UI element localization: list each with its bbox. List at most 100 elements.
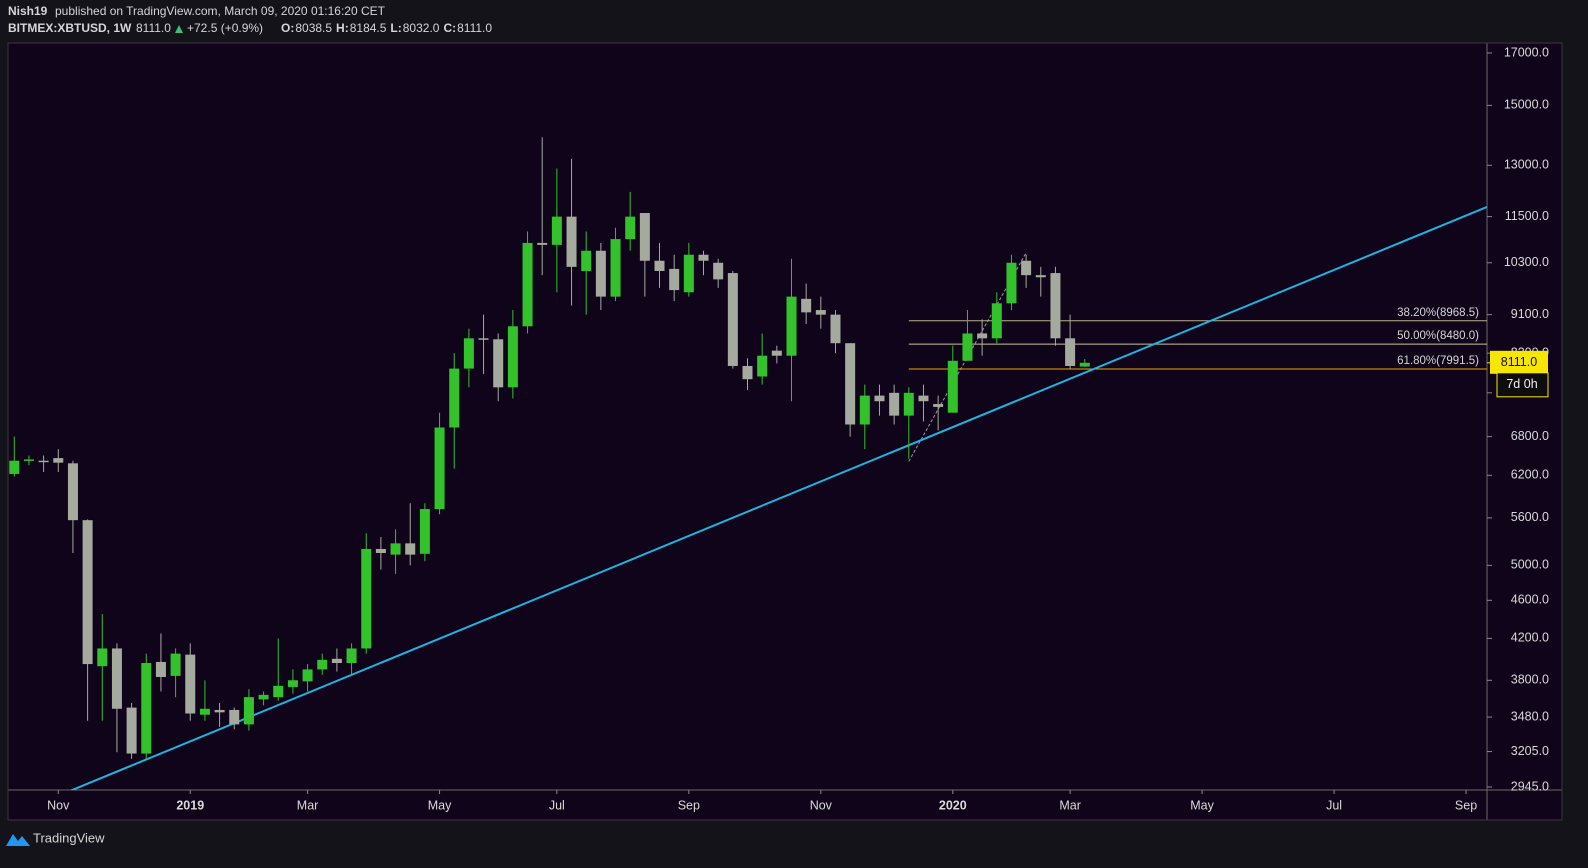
ohlc-value: 8184.5: [350, 21, 387, 35]
y-tick-label: 3205.0: [1511, 744, 1549, 758]
candle-body: [669, 268, 680, 291]
candle-body: [610, 239, 621, 297]
candle-body: [537, 242, 548, 245]
y-tick-label: 4600.0: [1511, 593, 1549, 607]
price-box: [1490, 350, 1548, 374]
axes: 2945.0 3205.0 3480.0 3800.0 4200.0 4600.0 5000…: [47, 45, 1549, 812]
ohlc-value: 8111.0: [457, 21, 492, 35]
x-tick-label: Nov: [47, 798, 70, 812]
candle-body: [727, 273, 738, 366]
ohlc-value: 8038.5: [295, 21, 332, 35]
candle-body: [1006, 262, 1017, 304]
ohlc-value: 8032.0: [403, 21, 440, 35]
publisher: Nish19: [8, 4, 48, 18]
plot-area: [8, 43, 1487, 790]
candle-body: [287, 680, 298, 687]
frame: [7, 42, 1563, 821]
candle-body: [595, 250, 606, 297]
candle-body: [1065, 338, 1076, 366]
candle-body: [390, 543, 401, 555]
candle-body: [449, 368, 460, 428]
symbol: BITMEX:XBTUSD, 1W: [8, 21, 132, 35]
candle-body: [273, 685, 284, 698]
ohlc-label: O:: [281, 21, 294, 35]
logo: [6, 834, 30, 846]
candle-body: [654, 260, 665, 271]
candle-body: [757, 355, 768, 377]
x-tick-label: May: [1190, 798, 1214, 812]
candle-body: [155, 661, 166, 677]
fib-label: 50.00%(8480.0): [1397, 330, 1479, 342]
candle-body: [478, 338, 489, 340]
candle-body: [170, 653, 181, 676]
y-tick-label: 4200.0: [1511, 631, 1549, 645]
candle-body: [346, 648, 357, 664]
candle-body: [111, 648, 122, 709]
candle-body: [522, 242, 533, 327]
candle-body: [331, 658, 342, 664]
y-tick-label: 13000.0: [1504, 158, 1549, 172]
fib-label: 38.20%(8968.5): [1397, 307, 1479, 319]
candle-body: [507, 326, 518, 388]
candle-body: [933, 404, 944, 407]
candle-body: [742, 365, 753, 380]
candle-body: [918, 395, 929, 402]
candle-body: [9, 460, 20, 474]
candle-body: [1021, 260, 1032, 276]
candle-body: [801, 298, 812, 313]
price-box-label: 8111.0: [1501, 355, 1537, 369]
candle-body: [53, 458, 64, 463]
y-tick-label: 3800.0: [1511, 673, 1549, 687]
candle-body: [1050, 273, 1061, 339]
candle-body: [581, 250, 592, 271]
candle-body: [845, 343, 856, 425]
candle-body: [141, 663, 152, 754]
x-tick-label: Sep: [678, 798, 700, 812]
x-tick-label: Mar: [297, 798, 319, 812]
ohlc-label: H:: [336, 21, 349, 35]
change: +72.5 (+0.9%): [187, 21, 263, 35]
time-axis: [8, 790, 1562, 820]
candle-body: [639, 213, 650, 261]
candle-body: [874, 395, 885, 402]
x-tick-label: 2019: [176, 798, 204, 812]
price-axis: [1487, 43, 1562, 790]
candle-body: [463, 338, 474, 369]
candle-body: [962, 333, 973, 361]
candle-body: [713, 262, 724, 280]
footer-brand: TradingView: [33, 830, 105, 845]
candle-body: [889, 392, 900, 416]
candle-body: [126, 707, 137, 754]
y-tick-label: 3480.0: [1511, 709, 1549, 723]
candle-body: [771, 350, 782, 356]
ohlc-label: L:: [390, 21, 401, 35]
candle-body: [229, 709, 240, 725]
y-tick-label: 6200.0: [1511, 468, 1549, 482]
candle-body: [859, 395, 870, 425]
x-tick-label: May: [428, 798, 452, 812]
candle-body: [243, 697, 254, 725]
candle-body: [947, 360, 958, 413]
fib-label: 61.80%(7991.5): [1397, 355, 1479, 367]
candle-body: [1079, 362, 1090, 367]
candle-body: [38, 460, 49, 463]
candle-body: [97, 648, 108, 667]
candle-body: [23, 459, 34, 461]
candle-body: [258, 694, 269, 700]
candle-body: [361, 548, 372, 649]
published: published on TradingView.com, March 09, …: [55, 4, 386, 18]
x-tick-label: Mar: [1059, 798, 1081, 812]
candle-body: [375, 548, 386, 553]
candle-body: [566, 216, 577, 267]
candle-body: [405, 543, 416, 555]
candle-body: [551, 216, 562, 245]
y-tick-label: 15000.0: [1504, 98, 1549, 112]
y-tick-label: 11500.0: [1505, 209, 1549, 223]
candle-body: [683, 254, 694, 293]
candle-body: [199, 708, 210, 715]
candle-body: [815, 310, 826, 315]
candle-body: [302, 669, 313, 682]
x-tick-label: Jul: [549, 798, 565, 812]
y-tick-label: 10300.0: [1504, 255, 1549, 269]
